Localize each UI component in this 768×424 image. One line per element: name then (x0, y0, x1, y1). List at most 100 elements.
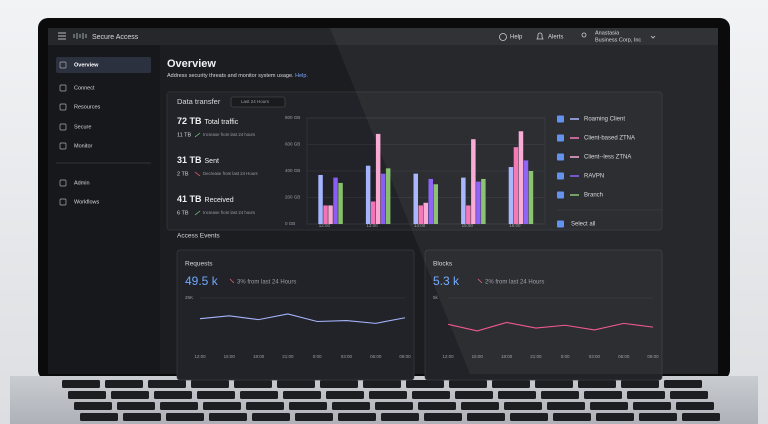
key (498, 391, 536, 399)
stat-value: 72 TB (177, 116, 202, 126)
stat: 31 TB Sent (177, 155, 219, 165)
key (547, 402, 585, 410)
select-all[interactable]: Select all (571, 222, 595, 228)
x-tick-label: 09:00 (399, 354, 411, 359)
section-title: Access Events (177, 233, 220, 240)
legend-label[interactable]: Branch (584, 193, 603, 199)
key (553, 413, 591, 421)
logo (73, 33, 87, 39)
key (627, 391, 665, 399)
legend-checkbox[interactable] (557, 115, 564, 123)
page-title: Overview (167, 58, 216, 70)
legend-checkbox[interactable] (557, 172, 564, 180)
alerts[interactable]: Alerts (548, 35, 563, 41)
help[interactable]: Help (510, 35, 523, 41)
stat-value: 41 TB (177, 194, 202, 204)
nav-icon[interactable] (59, 123, 67, 131)
app-name: Secure Access (92, 34, 139, 41)
x-tick-label: 14:00 (414, 223, 426, 228)
key (461, 402, 499, 410)
bar (433, 184, 438, 224)
key (424, 413, 462, 421)
help-icon[interactable] (499, 33, 507, 41)
key (246, 402, 284, 410)
key (596, 413, 634, 421)
stat-note: Decrease from last 24 Hours (203, 171, 258, 176)
user-name[interactable]: Anastasia (595, 30, 620, 36)
help-link[interactable]: Help. (295, 73, 308, 79)
nav-icon[interactable] (59, 84, 67, 92)
chevron[interactable] (650, 35, 656, 39)
user-org[interactable]: Business Corp, Inc (595, 37, 641, 43)
key (455, 391, 493, 399)
event-card (176, 249, 415, 381)
key (209, 413, 247, 421)
key (590, 402, 628, 410)
bar (338, 182, 343, 224)
bar (385, 168, 391, 224)
bar (461, 177, 466, 224)
legend-checkbox[interactable] (557, 134, 564, 142)
panel-title: Data transfer (177, 97, 221, 106)
stat-note: Increase from last 24 hours (203, 210, 255, 215)
page-subtitle: Address security threats and monitor sys… (167, 73, 308, 79)
menu-icon[interactable] (58, 32, 66, 40)
nav-item[interactable]: Admin (74, 180, 90, 186)
legend-label[interactable]: RAVPN (584, 174, 604, 180)
bar (481, 178, 486, 224)
x-tick-label: 12:00 (194, 354, 206, 359)
line-series (199, 313, 406, 324)
nav-item[interactable]: Connect (74, 85, 95, 91)
nav-icon[interactable] (59, 179, 67, 187)
nav-icon[interactable] (59, 103, 67, 111)
card-title: Requests (185, 261, 213, 268)
nav-icon[interactable] (59, 61, 67, 69)
key (326, 391, 364, 399)
key (578, 380, 616, 388)
stat-delta: 6 TB (177, 210, 189, 216)
legend-checkbox[interactable] (557, 191, 564, 199)
nav-item[interactable]: Monitor (74, 143, 93, 149)
subtitle-text: Address security threats and monitor sys… (167, 73, 294, 79)
event-card (424, 249, 663, 381)
key (277, 380, 315, 388)
x-tick-label: 18:00 (501, 354, 513, 359)
x-tick-label: 09:00 (647, 354, 659, 359)
x-tick-label: 18:00 (253, 354, 265, 359)
nav-item[interactable]: Overview (74, 62, 99, 68)
legend-label[interactable]: Roaming Client (584, 117, 625, 123)
key (111, 391, 149, 399)
key (166, 413, 204, 421)
legend-label[interactable]: Client-based ZTNA (584, 136, 635, 142)
key (584, 391, 622, 399)
x-tick-label: 15:00 (462, 223, 474, 228)
nav-item[interactable]: Secure (74, 124, 91, 130)
legend-label[interactable]: Client--less ZTNA (584, 155, 631, 161)
key (633, 402, 671, 410)
x-tick-label: 21:00 (530, 354, 542, 359)
bar (365, 165, 371, 224)
trend-arrow (194, 132, 201, 138)
nav-item[interactable]: Resources (74, 104, 101, 110)
legend-checkbox[interactable] (557, 153, 564, 161)
key (338, 413, 376, 421)
user-icon[interactable] (581, 32, 587, 38)
key (369, 391, 407, 399)
key (191, 380, 229, 388)
range-label[interactable]: Last 24 Hours (241, 99, 270, 104)
x-tick-label: 16:00 (509, 223, 521, 228)
nav-icon[interactable] (59, 198, 67, 206)
card-title: Blocks (433, 261, 453, 268)
key (510, 413, 548, 421)
select-all-checkbox[interactable] (557, 220, 564, 228)
key (332, 402, 370, 410)
nav-icon[interactable] (59, 142, 67, 150)
nav-item[interactable]: Workflows (74, 199, 100, 205)
key (295, 413, 333, 421)
bar (523, 160, 529, 224)
x-tick-label: 03:00 (589, 354, 601, 359)
range-dropdown[interactable] (230, 96, 286, 108)
alerts-icon[interactable] (536, 32, 544, 40)
x-tick-label: 21:00 (282, 354, 294, 359)
